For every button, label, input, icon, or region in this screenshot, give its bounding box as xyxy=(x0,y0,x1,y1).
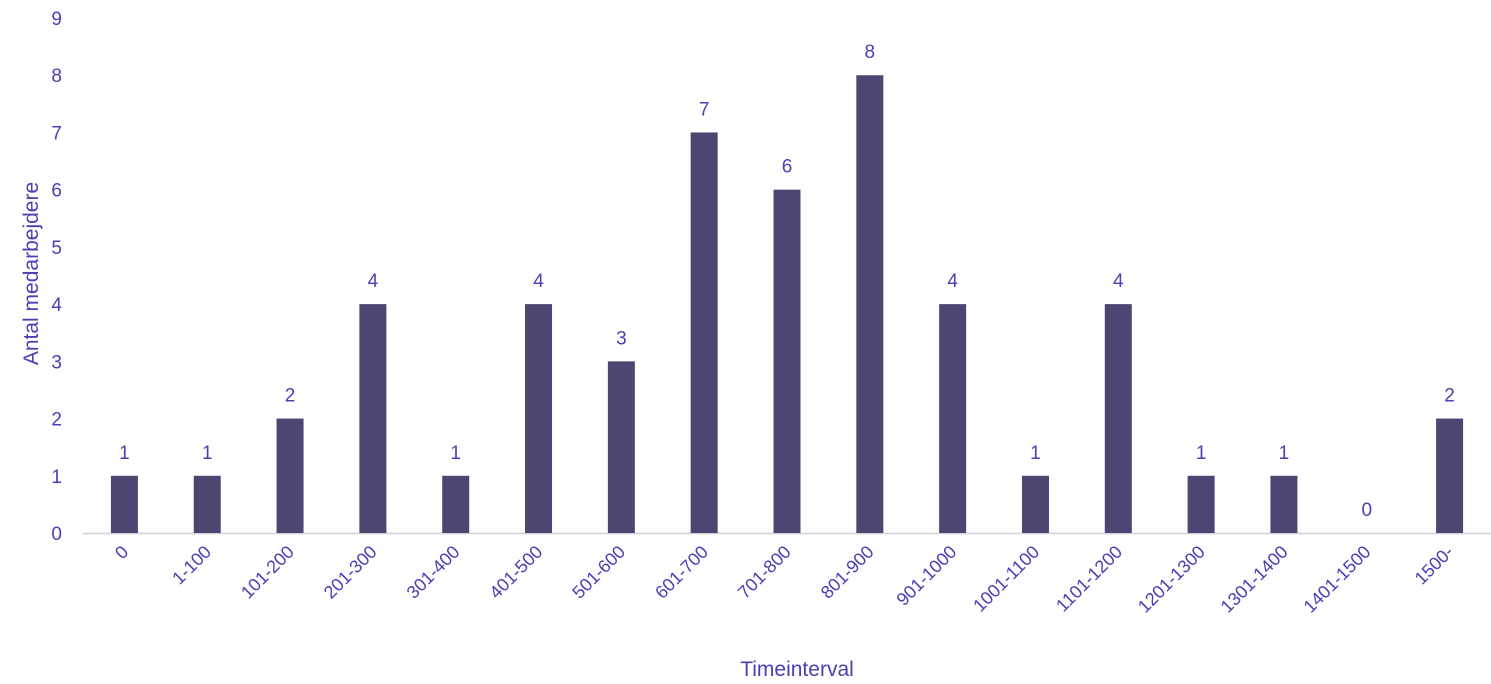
data-label: 6 xyxy=(782,157,793,178)
data-label: 1 xyxy=(202,443,213,464)
x-tick-label: 1500- xyxy=(1411,542,1458,589)
x-axis-title: Timeinterval xyxy=(740,658,854,681)
bar xyxy=(690,132,718,533)
y-tick-label: 7 xyxy=(51,123,62,144)
x-tick-label: 1301-1400 xyxy=(1217,542,1292,617)
y-tick-label: 0 xyxy=(51,524,62,545)
data-label: 2 xyxy=(285,386,296,407)
data-label: 4 xyxy=(533,271,544,292)
bar xyxy=(359,304,387,533)
y-tick-label: 8 xyxy=(51,66,62,87)
data-label: 8 xyxy=(865,42,876,63)
x-tick-label: 1401-1500 xyxy=(1300,542,1375,617)
x-tick-label: 301-400 xyxy=(403,542,464,603)
data-label: 2 xyxy=(1444,386,1455,407)
y-tick-label: 2 xyxy=(51,410,62,431)
bar xyxy=(1187,475,1215,533)
y-axis-title: Antal medarbejdere xyxy=(20,182,43,365)
bar xyxy=(193,475,221,533)
x-tick-label: 0 xyxy=(111,542,132,563)
x-tick-label: 501-600 xyxy=(568,542,629,603)
data-label: 1 xyxy=(1279,443,1290,464)
bar xyxy=(1104,304,1132,533)
y-axis-ticks: 0 1 2 3 4 5 6 7 8 9 xyxy=(51,9,62,545)
data-label: 7 xyxy=(699,99,710,120)
bar xyxy=(856,75,884,533)
x-tick-label: 701-800 xyxy=(734,542,795,603)
x-tick-label: 1001-1100 xyxy=(969,542,1043,616)
y-tick-label: 9 xyxy=(51,9,62,30)
bar xyxy=(939,304,967,533)
y-tick-label: 4 xyxy=(51,295,62,316)
data-label: 1 xyxy=(1030,443,1041,464)
y-tick-label: 3 xyxy=(51,352,62,373)
x-tick-label: 401-500 xyxy=(486,542,547,603)
x-tick-label: 1201-1300 xyxy=(1134,542,1209,617)
bar xyxy=(1270,475,1298,533)
x-tick-label: 1101-1200 xyxy=(1052,542,1126,616)
data-label: 4 xyxy=(368,271,379,292)
data-label: 3 xyxy=(616,328,627,349)
bar xyxy=(607,361,635,533)
x-tick-label: 101-200 xyxy=(237,542,298,603)
bar xyxy=(1021,475,1049,533)
x-tick-label: 901-1000 xyxy=(893,542,961,610)
data-label: 1 xyxy=(119,443,130,464)
x-axis-categories: 0 1-100 101-200 201-300 301-400 401-500 501-60… xyxy=(111,542,1457,617)
bar xyxy=(773,189,801,533)
x-tick-label: 201-300 xyxy=(320,542,381,603)
data-label: 4 xyxy=(947,271,958,292)
x-tick-label: 1-100 xyxy=(168,542,215,589)
bar xyxy=(110,475,138,533)
y-tick-label: 1 xyxy=(51,467,62,488)
x-tick-label: 601-700 xyxy=(651,542,712,603)
bar xyxy=(276,418,304,533)
data-label: 1 xyxy=(1196,443,1207,464)
data-labels: 1 1 2 4 1 4 3 7 6 8 4 1 4 1 1 0 2 xyxy=(119,42,1455,521)
bar xyxy=(1436,418,1464,533)
data-label: 0 xyxy=(1361,500,1372,521)
data-label: 4 xyxy=(1113,271,1124,292)
x-tick-label: 801-900 xyxy=(817,542,878,603)
y-tick-label: 6 xyxy=(51,181,62,202)
bar xyxy=(525,304,553,533)
y-tick-label: 5 xyxy=(51,238,62,259)
bars xyxy=(110,75,1464,533)
bar xyxy=(442,475,470,533)
data-label: 1 xyxy=(450,443,461,464)
